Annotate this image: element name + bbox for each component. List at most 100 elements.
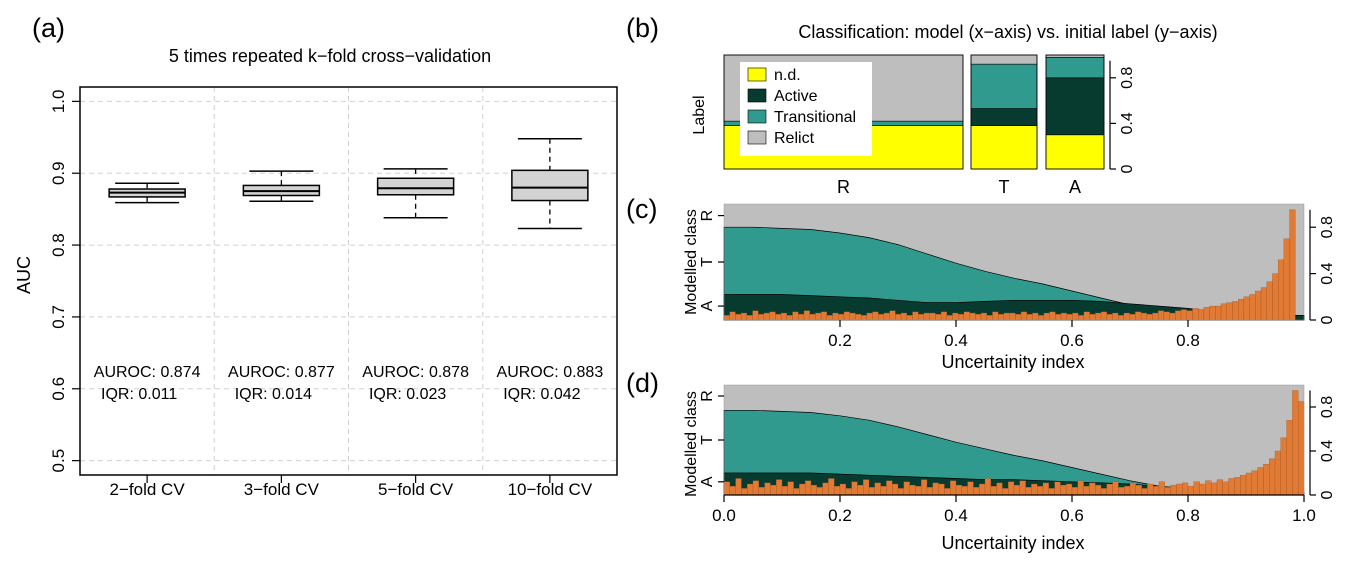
histogram-bar-92 (1249, 294, 1256, 321)
legend-label-0: n.d. (774, 67, 801, 84)
histogram-bar-52 (1025, 487, 1032, 496)
histogram-bar-36 (932, 482, 939, 496)
histogram-bar-24 (860, 315, 867, 321)
histogram-bar-29 (889, 310, 896, 321)
histogram-bar-85 (1216, 479, 1223, 496)
histogram-bar-48 (998, 314, 1005, 321)
panel-b-right-y-ticks: 0 0.4 0.8 (1109, 60, 1136, 173)
histogram-bar-86 (1215, 305, 1222, 321)
histogram-bar-46 (990, 486, 997, 496)
histogram-bar-65 (1095, 312, 1102, 321)
histogram-bar-54 (1032, 312, 1039, 321)
histogram-bar-69 (1124, 486, 1131, 496)
histogram-bar-25 (866, 312, 873, 321)
right-y-tick-label-1: 0.4 (1319, 262, 1336, 284)
x-tick-label-1: 3−fold CV (244, 480, 320, 499)
histogram-bar-4 (746, 315, 753, 321)
histogram-bar-78 (1169, 312, 1176, 321)
legend-label-1: Active (774, 88, 818, 105)
panel-a-boxplot: 5 times repeated k−fold cross−validation… (14, 46, 618, 499)
histogram-bar-7 (764, 482, 771, 496)
histogram-bar-26 (874, 482, 881, 496)
histogram-bar-51 (1019, 480, 1026, 496)
histogram-bar-61 (1077, 480, 1084, 496)
histogram-bar-57 (1054, 481, 1061, 496)
histogram-bar-81 (1186, 310, 1193, 321)
y-tick-label-5: 1.0 (49, 90, 68, 114)
histogram-bar-37 (935, 314, 942, 321)
right-y-tick-label-2: 0.8 (1119, 67, 1136, 89)
panel-d-xlabel: Uncertainity index (941, 533, 1084, 553)
histogram-bar-93 (1255, 290, 1262, 321)
histogram-bar-24 (863, 479, 870, 496)
auroc-label-3: AUROC: 0.883 (497, 364, 604, 381)
legend-label-2: Transitional (774, 109, 856, 126)
histogram-bar-22 (849, 312, 856, 321)
panel-a-y-ticks: 0.5 0.6 0.7 0.8 0.9 1.0 (49, 90, 80, 472)
histogram-bar-90 (1245, 472, 1252, 496)
histogram-bar-42 (963, 311, 970, 321)
right-y-tick-label-0: 0 (1119, 164, 1136, 173)
iqr-label-2: IQR: 0.023 (369, 386, 446, 403)
histogram-bar-87 (1228, 478, 1235, 496)
class-tick-label-1: T (699, 435, 716, 445)
histogram-bar-11 (787, 481, 794, 496)
histogram-bar-23 (857, 484, 864, 496)
x-tick-label-3: 0.8 (1176, 331, 1200, 350)
histogram-bar-89 (1240, 475, 1247, 496)
histogram-bar-15 (809, 314, 816, 321)
histogram-bar-94 (1269, 458, 1276, 496)
histogram-bar-39 (950, 480, 957, 496)
histogram-bar-44 (979, 483, 986, 496)
histogram-bar-15 (810, 484, 817, 496)
histogram-bar-83 (1205, 480, 1212, 496)
histogram-bar-56 (1043, 312, 1050, 321)
histogram-bar-91 (1251, 470, 1258, 496)
histogram-bar-5 (752, 310, 759, 321)
histogram-bar-47 (992, 311, 999, 321)
legend-swatch-1 (747, 88, 767, 103)
histogram-bar-34 (921, 479, 928, 496)
panel-a-title: 5 times repeated k−fold cross−validation (169, 46, 491, 66)
histogram-bar-6 (758, 314, 765, 321)
histogram-bar-78 (1176, 483, 1183, 496)
histogram-bar-80 (1180, 309, 1187, 321)
x-tick-label-5: 1.0 (1292, 506, 1316, 525)
histogram-bar-41 (961, 486, 968, 496)
histogram-bar-33 (912, 311, 919, 321)
histogram-bar-64 (1095, 484, 1102, 496)
histogram-bar-67 (1106, 314, 1113, 321)
histogram-bar-73 (1147, 483, 1154, 496)
histogram-bar-38 (944, 488, 951, 496)
panel-d-ylabel: Modelled class (683, 391, 700, 497)
cell-A-2 (1045, 56, 1105, 79)
iqr-label-0: IQR: 0.011 (101, 386, 177, 403)
histogram-bar-55 (1042, 482, 1049, 496)
panel-a-annotations: AUROC: 0.874 IQR: 0.011 AUROC: 0.877 IQR: 0… (94, 364, 604, 403)
histogram-bar-88 (1234, 477, 1241, 496)
histogram-bar-49 (1003, 312, 1010, 321)
x-tick-label-0: 0.0 (712, 506, 736, 525)
legend-swatch-3 (747, 130, 767, 145)
x-label-0: R (837, 177, 850, 197)
histogram-bar-67 (1112, 481, 1119, 496)
legend-swatch-2 (747, 109, 767, 124)
class-tick-label-0: A (699, 476, 716, 487)
x-tick-label-0: 2−fold CV (110, 480, 186, 499)
x-tick-label-2: 0.6 (1060, 331, 1084, 350)
class-tick-label-2: R (699, 210, 716, 222)
column-frame-2 (1045, 54, 1105, 170)
class-tick-label-0: A (699, 300, 716, 311)
histogram-bar-28 (886, 480, 893, 496)
histogram-bar-75 (1158, 481, 1165, 496)
histogram-bar-53 (1026, 314, 1033, 321)
histogram-bar-79 (1175, 310, 1182, 321)
histogram-bar-35 (926, 487, 933, 496)
histogram-bar-73 (1140, 312, 1147, 321)
histogram-bar-40 (952, 312, 959, 321)
histogram-bar-12 (792, 311, 799, 321)
histogram-bar-84 (1211, 482, 1218, 496)
histogram-bar-35 (923, 312, 930, 321)
histogram-bar-90 (1238, 298, 1245, 321)
